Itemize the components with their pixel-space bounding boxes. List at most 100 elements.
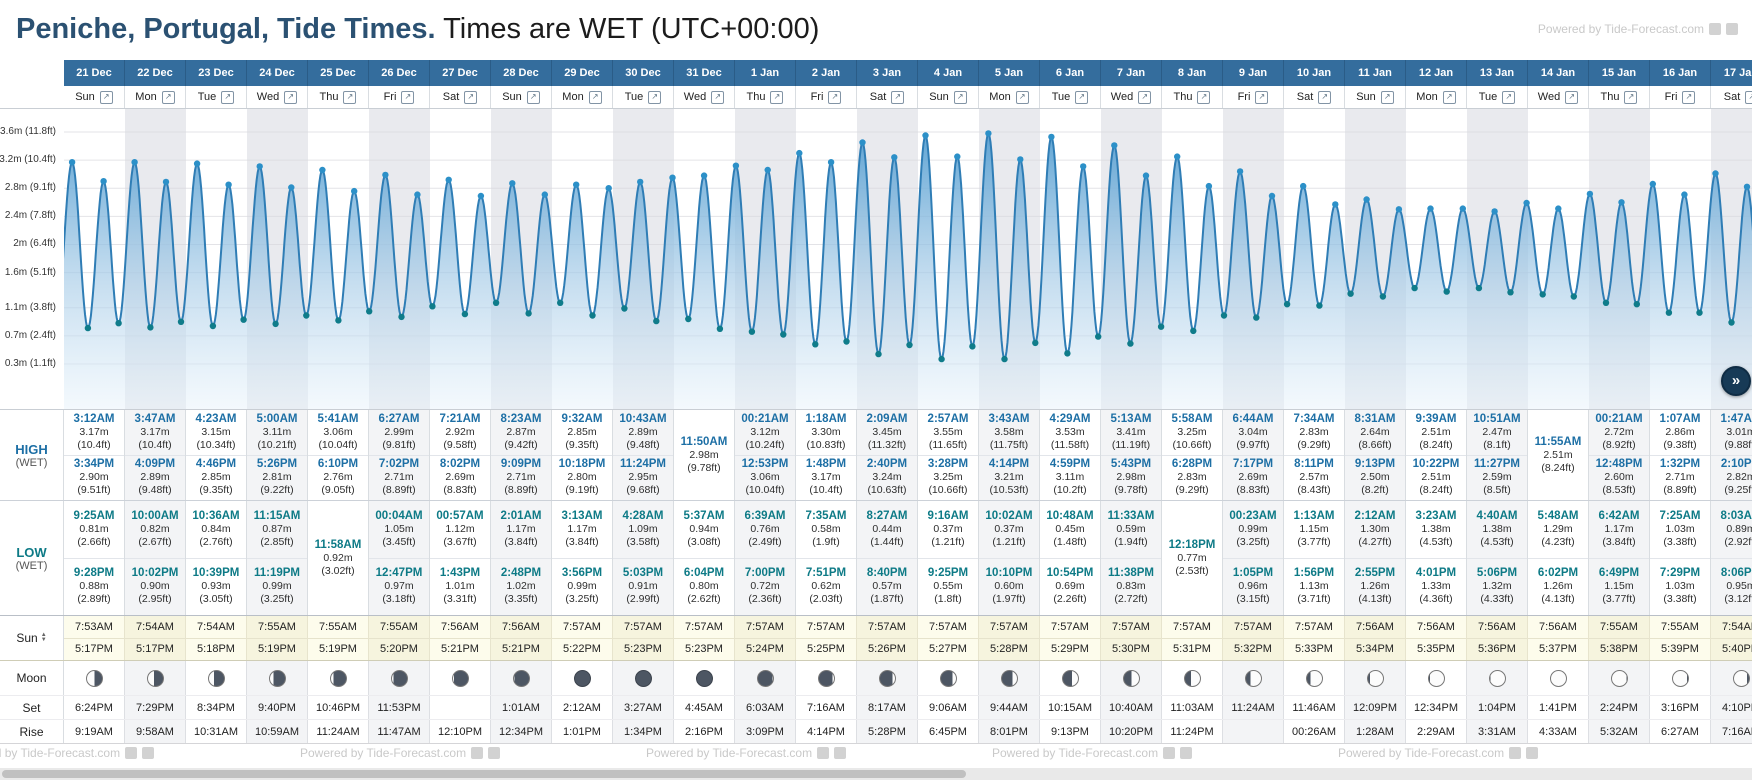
tide-event: 6:27AM 2.99m (9.81ft) xyxy=(369,410,429,455)
expand-day-icon[interactable]: ↗ xyxy=(1197,90,1211,104)
expand-day-icon[interactable]: ↗ xyxy=(711,90,725,104)
day-detail-link[interactable]: Tue ↗ xyxy=(1040,86,1101,108)
day-detail-link[interactable]: Fri ↗ xyxy=(796,86,857,108)
high-tide-time: 6:28PM xyxy=(1171,458,1213,471)
moon-phase-cell xyxy=(1223,661,1284,695)
twitter-icon[interactable] xyxy=(142,747,155,759)
expand-day-icon[interactable]: ↗ xyxy=(161,90,175,104)
expand-day-icon[interactable]: ↗ xyxy=(1502,90,1516,104)
day-detail-link[interactable]: Tue ↗ xyxy=(1467,86,1528,108)
day-detail-link[interactable]: Sun ↗ xyxy=(1345,86,1406,108)
expand-day-icon[interactable]: ↗ xyxy=(1565,90,1579,104)
facebook-icon[interactable] xyxy=(1709,23,1721,35)
day-detail-link[interactable]: Sat ↗ xyxy=(1711,86,1752,108)
expand-day-icon[interactable]: ↗ xyxy=(1255,90,1269,104)
high-tide-point xyxy=(1142,172,1150,179)
low-tide-point xyxy=(557,299,564,306)
facebook-icon[interactable] xyxy=(471,747,484,759)
expand-day-icon[interactable]: ↗ xyxy=(588,90,602,104)
low-tide-cell: 9:25AM 0.81m (2.66ft) 9:28PM 0.88m (2.89ft) xyxy=(64,501,125,615)
powered-by-watermark[interactable]: Powered by Tide-Forecast.com xyxy=(300,746,501,760)
expand-day-icon[interactable]: ↗ xyxy=(221,90,235,104)
day-detail-link[interactable]: Mon ↗ xyxy=(125,86,186,108)
powered-by-watermark[interactable]: Powered by Tide-Forecast.com xyxy=(992,746,1193,760)
twitter-icon[interactable] xyxy=(1180,747,1193,759)
day-detail-link[interactable]: Mon ↗ xyxy=(552,86,613,108)
expand-day-icon[interactable]: ↗ xyxy=(891,90,905,104)
day-detail-link[interactable]: Fri ↗ xyxy=(369,86,430,108)
powered-by-watermark[interactable]: Powered by Tide-Forecast.com xyxy=(646,746,847,760)
day-detail-link[interactable]: Sat ↗ xyxy=(857,86,918,108)
expand-day-icon[interactable]: ↗ xyxy=(1380,90,1394,104)
tide-height-m: 2.87m xyxy=(506,425,536,438)
expand-day-icon[interactable]: ↗ xyxy=(953,90,967,104)
low-tide-time: 11:58AM xyxy=(314,538,362,551)
twitter-icon[interactable] xyxy=(488,747,501,759)
day-detail-link[interactable]: Thu ↗ xyxy=(308,86,369,108)
day-detail-link[interactable]: Tue ↗ xyxy=(186,86,247,108)
expand-day-icon[interactable]: ↗ xyxy=(526,90,540,104)
high-tide-point xyxy=(509,180,516,187)
facebook-icon[interactable] xyxy=(1163,747,1176,759)
day-detail-link[interactable]: Mon ↗ xyxy=(979,86,1040,108)
low-tide-point xyxy=(1095,333,1102,340)
day-detail-link[interactable]: Mon ↗ xyxy=(1406,86,1467,108)
day-detail-link[interactable]: Thu ↗ xyxy=(735,86,796,108)
facebook-icon[interactable] xyxy=(1509,747,1522,759)
expand-day-icon[interactable]: ↗ xyxy=(1138,90,1152,104)
day-detail-link[interactable]: Fri ↗ xyxy=(1223,86,1284,108)
high-label-text: HIGH xyxy=(15,441,48,457)
expand-day-icon[interactable]: ↗ xyxy=(401,90,415,104)
day-detail-link[interactable]: Sat ↗ xyxy=(1284,86,1345,108)
expand-day-icon[interactable]: ↗ xyxy=(1682,90,1696,104)
tide-height-m: 2.60m xyxy=(1604,471,1634,484)
day-detail-link[interactable]: Wed ↗ xyxy=(674,86,735,108)
expand-day-icon[interactable]: ↗ xyxy=(828,90,842,104)
expand-day-icon[interactable]: ↗ xyxy=(284,90,298,104)
day-detail-link[interactable]: Sat ↗ xyxy=(430,86,491,108)
date-header: 15 Jan xyxy=(1589,60,1650,86)
day-detail-link[interactable]: Sun ↗ xyxy=(918,86,979,108)
day-detail-link[interactable]: Thu ↗ xyxy=(1162,86,1223,108)
tide-height-ft: (3.71ft) xyxy=(1297,593,1331,606)
moonrise-time: 8:01PM xyxy=(979,720,1040,743)
expand-day-icon[interactable]: ↗ xyxy=(1745,90,1752,104)
expand-day-icon[interactable]: ↗ xyxy=(1015,90,1029,104)
facebook-icon[interactable] xyxy=(817,747,830,759)
day-detail-link[interactable]: Fri ↗ xyxy=(1650,86,1711,108)
sun-row-label[interactable]: Sun ▲ ▼ xyxy=(0,616,64,660)
powered-by-watermark[interactable]: Powered by Tide-Forecast.com xyxy=(0,746,155,760)
expand-day-icon[interactable]: ↗ xyxy=(1318,90,1332,104)
expand-day-icon[interactable]: ↗ xyxy=(1624,90,1638,104)
day-detail-link[interactable]: Wed ↗ xyxy=(247,86,308,108)
powered-by-link[interactable]: Powered by Tide-Forecast.com xyxy=(1538,22,1738,36)
powered-by-watermark[interactable]: Powered by Tide-Forecast.com xyxy=(1338,746,1539,760)
day-detail-link[interactable]: Wed ↗ xyxy=(1101,86,1162,108)
twitter-icon[interactable] xyxy=(1526,747,1539,759)
twitter-icon[interactable] xyxy=(1726,23,1738,35)
expand-day-icon[interactable]: ↗ xyxy=(464,90,478,104)
expand-day-icon[interactable]: ↗ xyxy=(1442,90,1456,104)
day-detail-link[interactable]: Sun ↗ xyxy=(491,86,552,108)
expand-day-icon[interactable]: ↗ xyxy=(343,90,357,104)
tide-height-ft: (10.83ft) xyxy=(806,438,846,451)
moonrise-time: 1:01PM xyxy=(552,720,613,743)
day-detail-link[interactable]: Sun ↗ xyxy=(64,86,125,108)
scroll-right-button[interactable]: » xyxy=(1721,366,1751,396)
day-detail-link[interactable]: Thu ↗ xyxy=(1589,86,1650,108)
twitter-icon[interactable] xyxy=(834,747,847,759)
high-tide-point xyxy=(1174,153,1181,160)
high-tide-time: 8:02PM xyxy=(439,458,481,471)
day-detail-link[interactable]: Wed ↗ xyxy=(1528,86,1589,108)
scrollbar-thumb[interactable] xyxy=(2,770,966,778)
expand-day-icon[interactable]: ↗ xyxy=(648,90,662,104)
expand-day-icon[interactable]: ↗ xyxy=(770,90,784,104)
expand-day-icon[interactable]: ↗ xyxy=(99,90,113,104)
facebook-icon[interactable] xyxy=(125,747,138,759)
high-tide-point xyxy=(225,181,232,188)
day-detail-link[interactable]: Tue ↗ xyxy=(613,86,674,108)
tide-height-ft: (4.13ft) xyxy=(1358,593,1392,606)
horizontal-scrollbar[interactable] xyxy=(0,768,1752,780)
low-tide-cell: 10:02AM 0.37m (1.21ft) 10:10PM 0.60m (1.97ft) xyxy=(979,501,1040,615)
expand-day-icon[interactable]: ↗ xyxy=(1075,90,1089,104)
